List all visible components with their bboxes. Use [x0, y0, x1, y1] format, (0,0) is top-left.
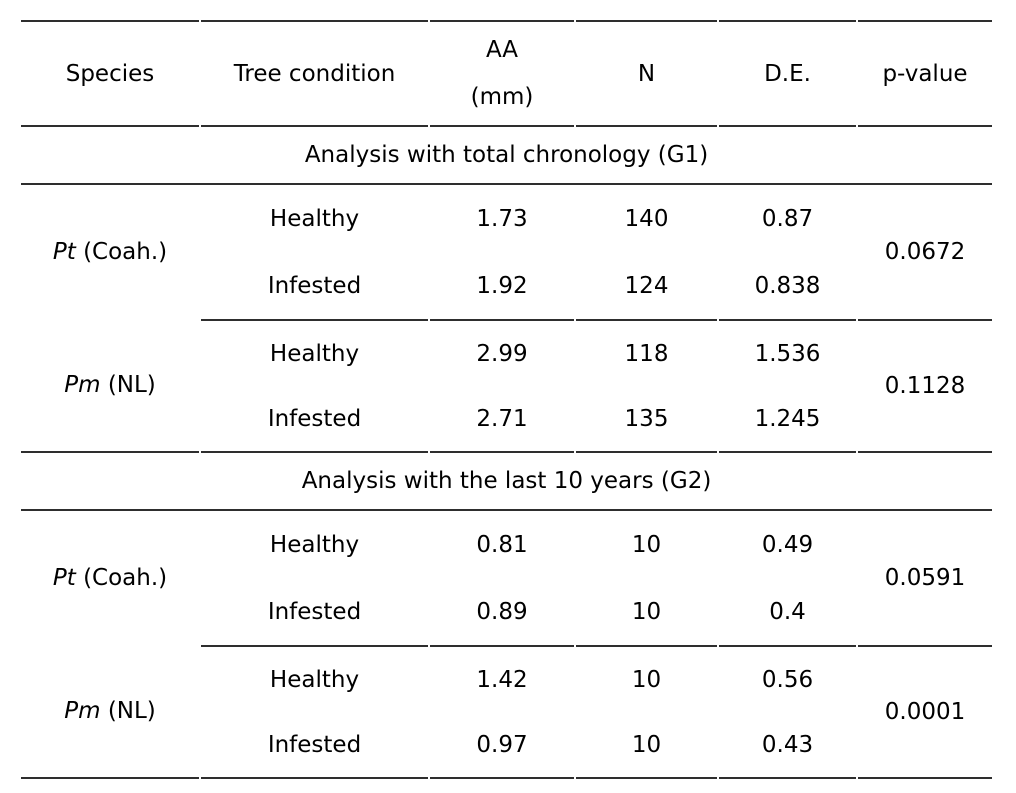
column-header-aa-line1: AA: [485, 36, 519, 63]
species-cell: Pm (NL): [21, 645, 199, 779]
section-row-g1: Analysis with total chronology (G1): [21, 127, 992, 185]
aa-cell: 0.89: [476, 598, 528, 625]
column-header-n: N: [576, 20, 717, 127]
aa-cell: 1.42: [430, 645, 574, 712]
section-row-g2: Analysis with the last 10 years (G2): [21, 453, 992, 511]
de-cell: 0.4: [769, 598, 806, 625]
condition-cell: Infested: [201, 386, 428, 453]
species-abbr: Pm: [64, 372, 101, 398]
de-cell: 0.56: [719, 645, 856, 712]
p-value-cell: 0.0591: [884, 565, 966, 591]
column-header-p-value: p-value: [858, 20, 992, 127]
aa-cell: 0.97: [430, 712, 574, 779]
condition-cell: Infested: [267, 272, 362, 299]
aa-cell: 0.81: [476, 531, 528, 558]
de-cell: 0.838: [754, 272, 821, 299]
species-cell: Pm (NL): [21, 319, 199, 453]
column-header-tree-condition: Tree condition: [201, 20, 428, 127]
n-cell: 124: [624, 272, 669, 299]
de-cell: 1.536: [719, 319, 856, 386]
table-row: Infested 2.71 135 1.245: [21, 386, 992, 453]
section-title-g2: Analysis with the last 10 years (G2): [21, 453, 992, 511]
species-origin: (NL): [107, 372, 156, 398]
species-cell: Pt (Coah.): [21, 511, 199, 645]
p-value-cell: 0.1128: [858, 319, 992, 453]
n-cell: 10: [576, 712, 717, 779]
condition-cell: Healthy: [201, 645, 428, 712]
column-header-aa-mm: AA (mm): [430, 20, 574, 127]
table-row: Pm (NL) Healthy 1.42 10 0.56 0.0001: [21, 645, 992, 779]
species-abbr: Pm: [64, 698, 101, 724]
section-title-g1: Analysis with total chronology (G1): [21, 127, 992, 185]
species-abbr: Pt: [52, 239, 76, 265]
header-row: Species Tree condition AA (mm) N D.E. p-…: [21, 20, 992, 127]
p-value-cell: 0.0001: [858, 645, 992, 779]
n-cell: 10: [576, 645, 717, 712]
n-cell: 118: [576, 319, 717, 386]
table-row: Pm (NL) Healthy 2.99 118 1.536 0.1128: [21, 319, 992, 453]
n-cell: 10: [631, 598, 662, 625]
p-value-cell: 0.0672: [884, 239, 966, 265]
table-row: Pt (Coah.) Healthy 1.73 140 0.87 0.0672: [21, 185, 992, 266]
de-cell: 1.245: [719, 386, 856, 453]
species-origin: (Coah.): [83, 565, 168, 591]
table-row: Pt (Coah.) Healthy 0.81 10 0.49 0.0591: [21, 511, 992, 592]
de-cell: 0.87: [761, 205, 814, 232]
table-row: Infested 0.89 10 0.4: [21, 578, 992, 645]
column-header-species: Species: [21, 20, 199, 127]
condition-cell: Healthy: [269, 531, 360, 558]
n-cell: 10: [631, 531, 662, 558]
species-origin: (Coah.): [83, 239, 168, 265]
column-header-de: D.E.: [719, 20, 856, 127]
n-cell: 135: [576, 386, 717, 453]
aa-cell: 2.99: [430, 319, 574, 386]
de-cell: 0.43: [719, 712, 856, 779]
de-cell: 0.49: [761, 531, 814, 558]
condition-cell: Healthy: [201, 319, 428, 386]
species-cell: Pt (Coah.): [21, 185, 199, 319]
condition-cell: Infested: [267, 598, 362, 625]
species-origin: (NL): [107, 698, 156, 724]
n-cell: 140: [624, 205, 669, 232]
aa-cell: 1.73: [476, 205, 528, 232]
condition-cell: Healthy: [269, 205, 360, 232]
table-row: Infested 1.92 124 0.838: [21, 252, 992, 319]
aa-cell: 2.71: [430, 386, 574, 453]
condition-cell: Infested: [201, 712, 428, 779]
species-abbr: Pt: [52, 565, 76, 591]
table-row: Infested 0.97 10 0.43: [21, 712, 992, 779]
column-header-aa-line2: (mm): [470, 83, 534, 110]
species-comparison-table: Species Tree condition AA (mm) N D.E. p-…: [19, 20, 994, 779]
aa-cell: 1.92: [476, 272, 528, 299]
